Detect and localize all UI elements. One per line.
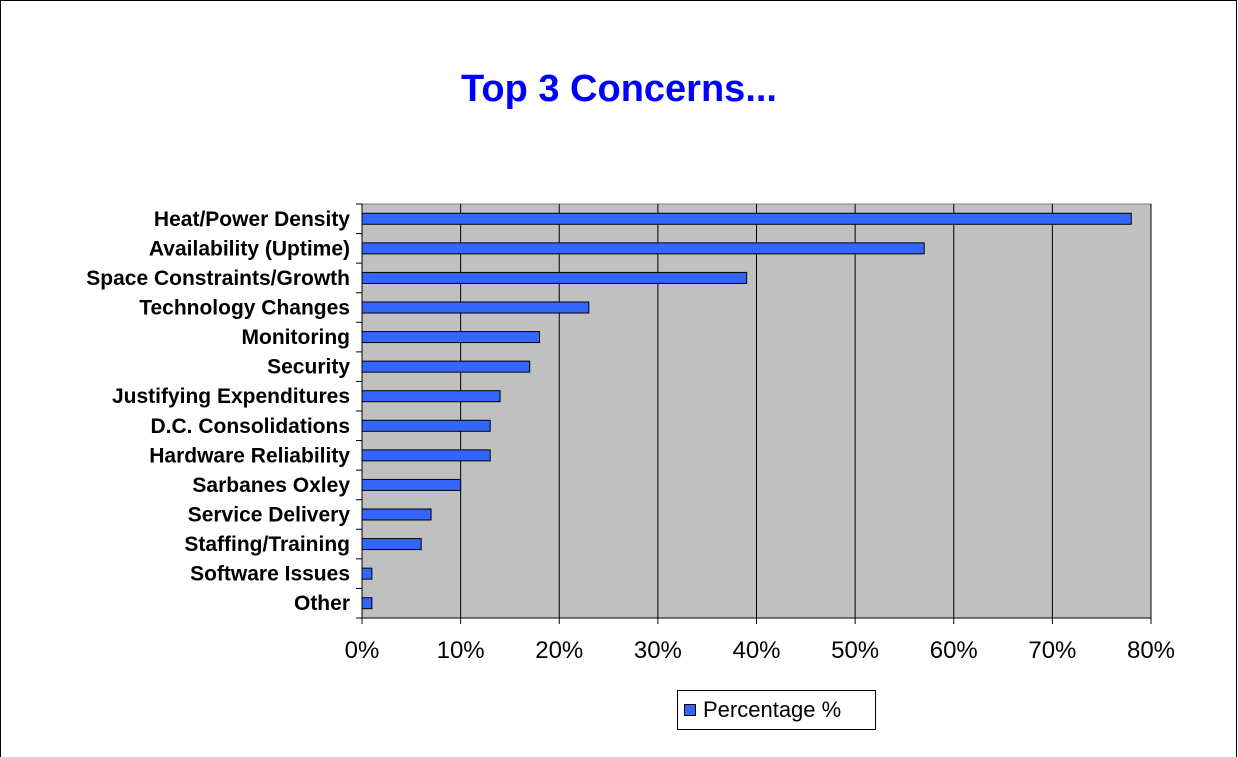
category-label: Staffing/Training — [184, 533, 350, 556]
bar — [361, 331, 541, 344]
legend-label: Percentage % — [703, 697, 842, 722]
legend-swatch — [684, 704, 696, 716]
chart-title: Top 3 Concerns... — [460, 68, 777, 110]
x-tick-label: 80% — [1127, 637, 1175, 664]
bar — [361, 538, 422, 551]
category-label: Space Constraints/Growth — [86, 267, 350, 290]
bar — [361, 449, 491, 462]
bar — [361, 301, 590, 314]
x-tick-label: 50% — [831, 637, 879, 664]
x-tick-label: 0% — [345, 637, 380, 664]
category-labels: Heat/Power Density Availability (Uptime) S… — [86, 208, 350, 615]
category-label: Service Delivery — [188, 504, 351, 527]
x-tick-label: 70% — [1028, 637, 1076, 664]
category-label: Availability (Uptime) — [149, 237, 350, 260]
x-tick-label: 60% — [930, 637, 978, 664]
category-label: Sarbanes Oxley — [192, 474, 350, 497]
bar — [361, 597, 373, 610]
bar — [361, 271, 748, 284]
category-label: Other — [294, 592, 350, 615]
bar — [361, 478, 462, 491]
category-label: Heat/Power Density — [154, 208, 350, 231]
category-label: Hardware Reliability — [149, 444, 350, 467]
axes — [356, 203, 1152, 624]
bar — [361, 390, 501, 403]
x-tick-label: 30% — [634, 637, 682, 664]
x-tick-labels: 0% 10% 20% 30% 40% 50% 60% 70% 80% — [345, 637, 1175, 664]
category-label: Justifying Expenditures — [112, 385, 350, 408]
category-label: Security — [267, 356, 350, 379]
bar — [361, 567, 373, 580]
category-label: Software Issues — [190, 563, 350, 586]
bar — [361, 419, 491, 432]
bar — [361, 212, 1132, 225]
bar — [361, 242, 925, 255]
bar — [361, 360, 531, 373]
category-label: Monitoring — [242, 326, 350, 349]
x-tick-label: 10% — [437, 637, 485, 664]
category-label: Technology Changes — [139, 297, 350, 320]
bar — [361, 508, 432, 521]
bars — [361, 212, 1132, 610]
legend: Percentage % — [677, 690, 876, 730]
category-label: D.C. Consolidations — [151, 415, 351, 438]
x-tick-label: 40% — [732, 637, 780, 664]
x-tick-label: 20% — [535, 637, 583, 664]
